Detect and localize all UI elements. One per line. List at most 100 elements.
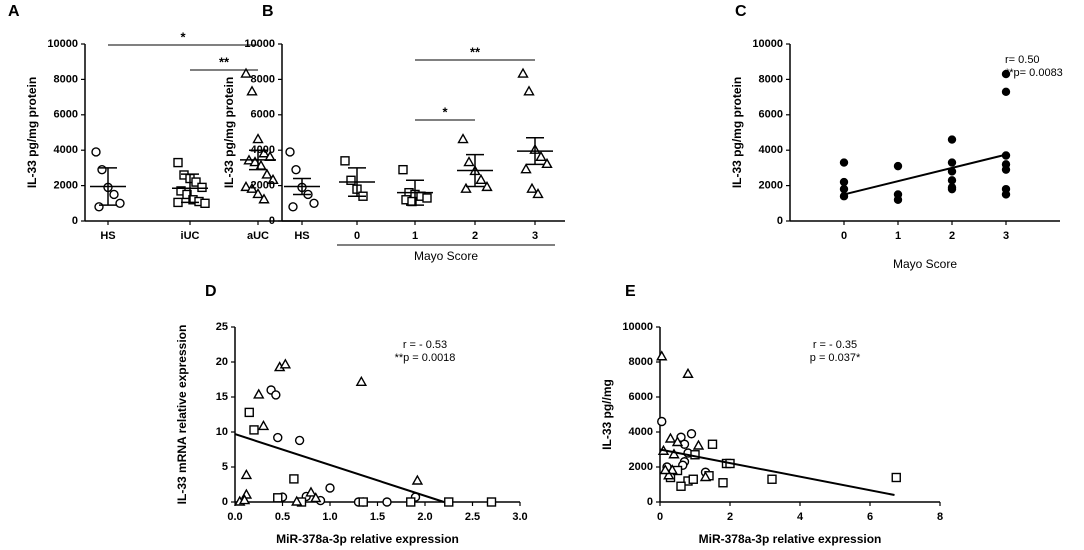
- point: [289, 474, 299, 484]
- point: [541, 157, 553, 169]
- y-tick-label: 8000: [759, 73, 783, 85]
- point: [288, 202, 298, 212]
- point: [663, 469, 675, 480]
- y-tick-label: 15: [216, 391, 228, 403]
- point: [666, 464, 678, 475]
- point: [240, 180, 252, 192]
- annotation: **p= 0.0083: [1005, 67, 1063, 79]
- point: [444, 497, 454, 507]
- point: [258, 193, 270, 204]
- annotation: **p = 0.0018: [395, 352, 456, 364]
- point: [475, 173, 487, 184]
- significance-label: *: [180, 29, 186, 44]
- point: [291, 495, 303, 506]
- point: [97, 164, 107, 175]
- fit-line: [659, 448, 895, 496]
- point: [486, 497, 497, 507]
- y-tick-label: 0: [647, 496, 653, 508]
- x-tick-label: 0.5: [275, 511, 290, 523]
- y-tick-label: 4000: [54, 144, 78, 156]
- y-axis-label: IL-33 pg/mg protein: [222, 77, 236, 188]
- y-tick-label: 20: [216, 356, 228, 368]
- point: [411, 474, 424, 485]
- x-tick-label: 0: [354, 230, 360, 242]
- x-axis-label: MiR-378a-3p relative expression: [699, 532, 882, 546]
- point: [526, 182, 538, 193]
- x-tick-label: 2.5: [465, 511, 480, 523]
- y-tick-label: 4000: [629, 426, 653, 438]
- x-tick-label: 2: [727, 511, 733, 523]
- point: [305, 486, 317, 497]
- panel-label: B: [262, 3, 274, 20]
- annotation: r = - 0.53: [403, 339, 447, 351]
- point: [686, 429, 697, 439]
- panel-label: E: [625, 283, 636, 300]
- point: [279, 358, 292, 369]
- point: [688, 474, 698, 484]
- x-tick-label: HS: [100, 230, 115, 242]
- point: [657, 416, 667, 427]
- y-tick-label: 2000: [759, 180, 783, 192]
- y-tick-label: 10: [216, 426, 228, 438]
- point: [1001, 87, 1011, 96]
- x-tick-label: 3: [532, 230, 538, 242]
- annotation: r= 0.50: [1005, 54, 1040, 66]
- point: [240, 67, 252, 78]
- point: [246, 85, 258, 96]
- point: [718, 478, 728, 488]
- point: [463, 156, 475, 167]
- x-tick-label: 2.0: [417, 511, 432, 523]
- y-tick-label: 5: [222, 461, 228, 473]
- point: [947, 176, 957, 185]
- x-tick-label: 2: [472, 230, 478, 242]
- point: [252, 188, 264, 199]
- y-tick-label: 2000: [54, 180, 78, 192]
- point: [947, 135, 957, 144]
- x-axis-label: Mayo Score: [414, 249, 478, 263]
- x-tick-label: 3: [1003, 230, 1009, 242]
- x-tick-label: 0.0: [227, 511, 242, 523]
- point: [294, 435, 305, 446]
- point: [309, 198, 319, 209]
- y-tick-label: 0: [222, 496, 228, 508]
- point: [682, 367, 694, 378]
- point: [267, 173, 279, 184]
- point: [676, 481, 686, 491]
- point: [659, 464, 671, 475]
- point: [893, 161, 903, 171]
- x-tick-label: 2: [949, 230, 955, 242]
- point: [1001, 69, 1011, 79]
- point: [244, 407, 254, 418]
- y-axis-label: IL-33 pg/mg protein: [25, 77, 39, 188]
- x-tick-label: 8: [937, 511, 943, 523]
- point: [891, 472, 901, 483]
- point: [273, 432, 283, 443]
- point: [535, 150, 547, 161]
- x-tick-label: 1.5: [370, 511, 385, 523]
- significance-label: **: [219, 54, 230, 69]
- point: [947, 184, 957, 194]
- point: [481, 180, 493, 192]
- point: [191, 177, 201, 187]
- point: [200, 198, 210, 209]
- y-axis-label: IL-33 pg//mg: [600, 379, 614, 450]
- point: [520, 163, 532, 174]
- x-tick-label: 0: [841, 230, 847, 242]
- point: [893, 195, 903, 204]
- point: [699, 471, 712, 482]
- point: [422, 193, 432, 203]
- point: [273, 493, 283, 503]
- point: [94, 202, 104, 212]
- panel-label: C: [735, 3, 747, 20]
- point: [517, 67, 529, 78]
- point: [532, 188, 544, 199]
- y-tick-label: 10000: [752, 38, 783, 50]
- point: [197, 182, 207, 193]
- point: [91, 147, 101, 157]
- point: [261, 168, 273, 179]
- y-tick-label: 10000: [47, 38, 78, 50]
- point: [310, 492, 322, 503]
- y-tick-label: 4000: [759, 144, 783, 156]
- x-tick-label: 0: [657, 511, 663, 523]
